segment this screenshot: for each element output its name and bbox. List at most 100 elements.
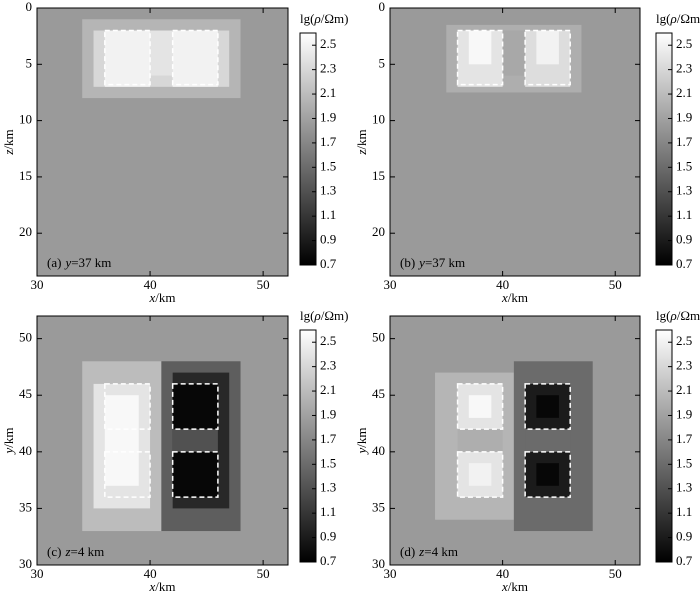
colorbar-tick-label: 1.9 (320, 109, 336, 124)
target-box (104, 383, 151, 430)
plot-frame (36, 7, 289, 277)
x-tick-label: 40 (496, 277, 509, 292)
colorbar-tick-label: 1.5 (320, 158, 336, 173)
x-axis-var: x (501, 290, 508, 305)
colorbar (655, 32, 673, 266)
cell (172, 451, 218, 498)
colorbar-tick-label: 0.7 (676, 256, 693, 271)
colorbar-tick-label: 2.3 (320, 358, 336, 373)
colorbar-tick-label: 2.5 (320, 36, 336, 51)
target-box (524, 451, 571, 498)
x-tick-label: 50 (609, 566, 622, 581)
cb-label-post: /Ωm) (677, 308, 700, 323)
plot-area (37, 316, 288, 565)
cell (536, 395, 559, 418)
x-tick-label: 50 (257, 277, 270, 292)
cell (468, 463, 492, 486)
y-axis-label: y/km (1, 427, 16, 455)
y-tick-label: 35 (372, 499, 385, 514)
panel-caption: (b) y=37 km (400, 255, 465, 270)
target-box (524, 383, 571, 430)
cb-label-pre: lg( (300, 11, 314, 26)
target-box (171, 383, 219, 430)
cell (172, 30, 218, 87)
y-tick-label: 30 (19, 556, 32, 571)
cb-label-pre: lg( (656, 308, 670, 323)
cb-label-pre: lg( (656, 11, 670, 26)
y-axis-var: z (354, 150, 369, 156)
colorbar (655, 329, 673, 563)
colorbar-tick-label: 0.7 (676, 553, 693, 568)
colorbar-tick-label: 1.3 (676, 183, 692, 198)
plot-area (390, 316, 640, 565)
x-axis-var: x (148, 579, 155, 594)
panel-caption: (d) z=4 km (400, 544, 458, 559)
cb-label-var: ρ (669, 11, 676, 26)
colorbar-tick-label: 2.5 (676, 36, 692, 51)
colorbar (299, 329, 317, 563)
plot-area (37, 8, 288, 276)
colorbar-tick-label: 2.3 (676, 61, 692, 76)
cb-label-pre: lg( (300, 308, 314, 323)
y-tick-label: 5 (26, 55, 33, 70)
x-tick-label: 40 (496, 566, 509, 581)
caption-rest: =37 km (425, 255, 465, 270)
cb-label-post: /Ωm) (321, 11, 349, 26)
y-axis-label: z/km (354, 129, 369, 155)
target-box (104, 29, 151, 86)
cell (468, 395, 492, 418)
y-axis-unit: /km (354, 129, 369, 149)
y-axis-label: z/km (1, 129, 16, 155)
cb-label-post: /Ωm) (321, 308, 349, 323)
colorbar-tick-label: 0.7 (320, 256, 337, 271)
colorbar-tick-label: 1.7 (320, 134, 337, 149)
caption-prefix: (b) (400, 255, 415, 270)
colorbar-label: lg(ρ/Ωm) (656, 11, 700, 26)
y-tick-label: 40 (372, 443, 385, 458)
x-tick-label: 40 (144, 566, 157, 581)
plot-area (390, 8, 640, 276)
x-axis-unit: /km (155, 579, 175, 594)
colorbar-tick-label: 1.3 (320, 480, 336, 495)
y-axis-unit: /km (1, 129, 16, 149)
y-tick-label: 15 (19, 168, 32, 183)
caption-rest: =37 km (71, 255, 111, 270)
plot-frame (389, 7, 641, 277)
colorbar-tick-label: 1.9 (320, 406, 336, 421)
cell (536, 30, 559, 65)
colorbar-tick-label: 0.9 (676, 232, 692, 247)
plot-frame (389, 315, 641, 566)
cell (150, 30, 173, 76)
y-tick-label: 50 (19, 330, 32, 345)
colorbar-tick-label: 1.5 (676, 158, 692, 173)
target-box (104, 451, 151, 498)
panel-caption: (a) y=37 km (47, 255, 111, 270)
caption-rest: =4 km (71, 544, 105, 559)
x-axis-var: x (501, 579, 508, 594)
x-axis-label: x/km (148, 579, 175, 594)
x-axis-label: x/km (148, 290, 175, 305)
y-tick-label: 20 (19, 224, 32, 239)
y-tick-label: 35 (19, 499, 32, 514)
target-box (456, 383, 504, 430)
target-box (456, 29, 504, 86)
y-tick-label: 45 (19, 386, 32, 401)
caption-var: z (418, 544, 424, 559)
x-tick-label: 30 (31, 566, 44, 581)
caption-prefix: (c) (47, 544, 61, 559)
colorbar-tick-label: 1.5 (676, 455, 692, 470)
panel-caption: (c) z=4 km (47, 544, 104, 559)
colorbar (299, 32, 317, 266)
x-axis-unit: /km (155, 290, 175, 305)
target-box (524, 29, 571, 86)
colorbar-tick-label: 2.5 (676, 333, 692, 348)
cell (536, 463, 559, 486)
colorbar-tick-label: 1.1 (320, 504, 336, 519)
cell (468, 30, 492, 65)
cell (172, 383, 218, 430)
cell (525, 429, 571, 452)
colorbar-label: lg(ρ/Ωm) (300, 308, 348, 323)
target-box (171, 29, 219, 86)
cb-label-var: ρ (669, 308, 676, 323)
